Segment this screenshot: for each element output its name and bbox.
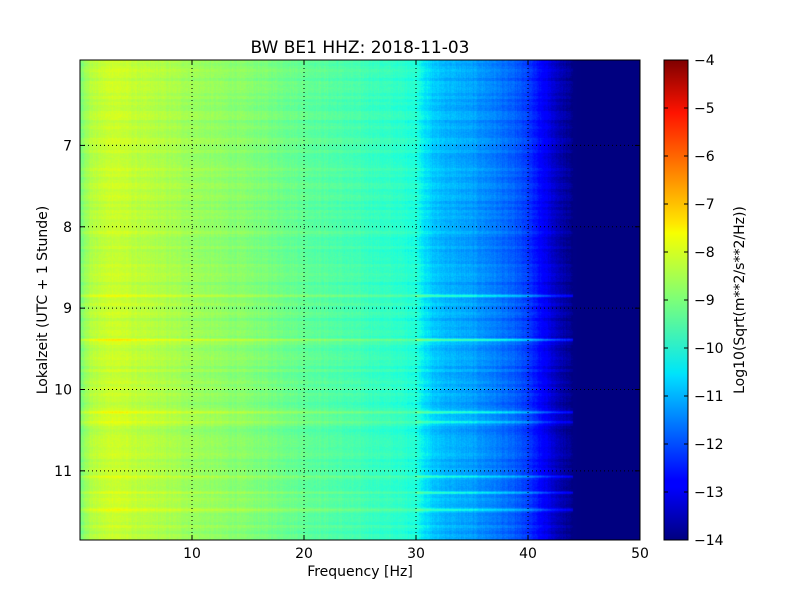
- x-tick-label: 10: [183, 546, 201, 562]
- colorbar-tick-label: −10: [694, 341, 724, 357]
- y-tick-marks: [80, 144, 640, 472]
- x-axis-label: Frequency [Hz]: [307, 564, 413, 580]
- x-tick-label: 50: [631, 546, 649, 562]
- colorbar-tick-label: −6: [694, 149, 715, 165]
- y-tick-label: 10: [54, 382, 72, 398]
- colorbar-tick-label: −13: [694, 485, 724, 501]
- spectrogram-image: [80, 60, 640, 540]
- y-tick-label: 11: [54, 464, 72, 480]
- x-tick-label: 20: [295, 546, 313, 562]
- colorbar-tick-label: −14: [694, 533, 724, 549]
- chart-title: BW BE1 HHZ: 2018-11-03: [250, 38, 469, 58]
- colorbar-tick-label: −4: [694, 53, 715, 69]
- y-tick-label: 8: [63, 220, 72, 236]
- y-axis-label: Lokalzeit (UTC + 1 Stunde): [35, 206, 51, 395]
- y-tick-label: 9: [63, 301, 72, 317]
- grid-lines: [80, 60, 640, 540]
- colorbar-tick-marks: [664, 59, 688, 541]
- colorbar-tick-label: −5: [694, 101, 715, 117]
- x-axis: 10 20 30 40 50 Frequency [Hz]: [183, 546, 649, 580]
- y-tick-label: 7: [63, 138, 72, 154]
- x-tick-label: 40: [519, 546, 537, 562]
- x-tick-label: 30: [407, 546, 425, 562]
- spectrogram-plot: [79, 59, 641, 541]
- y-axis: 7 8 9 10 11 Lokalzeit (UTC + 1 Stunde): [35, 138, 72, 479]
- colorbar-tick-label: −11: [694, 389, 724, 405]
- colorbar-tick-label: −8: [694, 245, 715, 261]
- colorbar-tick-label: −12: [694, 437, 724, 453]
- colorbar-tick-label: −7: [694, 197, 715, 213]
- plot-frame: [79, 59, 641, 541]
- colorbar-tick-label: −9: [694, 293, 715, 309]
- colorbar-label: Log10(Sqrt(m**2/s**2/Hz)): [732, 206, 748, 394]
- colorbar: −4 −5 −6 −7 −8 −9 −10 −11 −12 −13 −14 Lo…: [663, 53, 748, 549]
- x-tick-marks: [191, 60, 641, 540]
